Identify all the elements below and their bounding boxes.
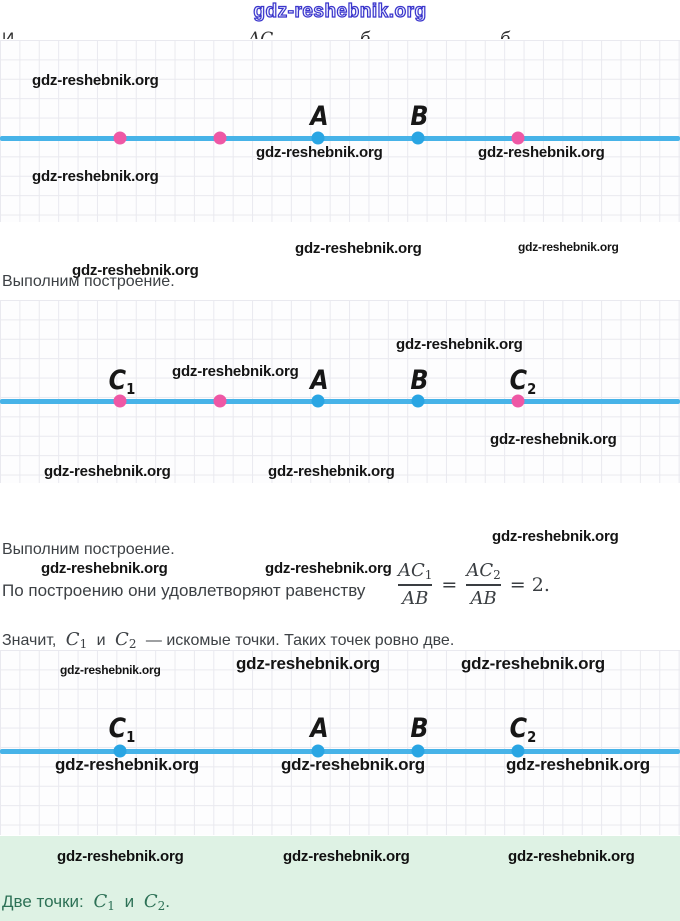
figure-1-grid: gdz-reshebnik.org gdz-reshebnik.org gdz-… bbox=[0, 40, 680, 222]
number-line bbox=[0, 749, 680, 754]
point-label-b: B bbox=[410, 101, 428, 132]
point-dot-a bbox=[311, 131, 325, 145]
number-line bbox=[0, 399, 680, 404]
cut-fragment: И bbox=[2, 29, 15, 39]
site-watermark-blue: gdz-reshebnik.org bbox=[253, 0, 427, 22]
watermark: gdz-reshebnik.org bbox=[508, 848, 635, 865]
point-dot-pink bbox=[213, 131, 227, 145]
watermark: gdz-reshebnik.org bbox=[57, 848, 184, 865]
watermark: gdz-reshebnik.org bbox=[41, 560, 168, 577]
cut-fragment: б bbox=[360, 29, 371, 39]
point-dot-b bbox=[411, 744, 425, 758]
point-label-c2: C2 bbox=[509, 365, 537, 398]
watermark: gdz-reshebnik.org bbox=[283, 848, 410, 865]
point-dot-a bbox=[311, 394, 325, 408]
watermark: gdz-reshebnik.org bbox=[265, 560, 392, 577]
point-label-c1: C1 bbox=[108, 365, 136, 398]
watermark: gdz-reshebnik.org bbox=[55, 755, 199, 774]
point-label-a: A bbox=[310, 713, 328, 744]
watermark: gdz-reshebnik.org bbox=[236, 654, 380, 673]
cut-fragment: AC bbox=[248, 29, 274, 39]
watermark: gdz-reshebnik.org bbox=[518, 240, 619, 254]
figure-3-grid: gdz-reshebnik.org gdz-reshebnik.org gdz-… bbox=[0, 650, 680, 835]
point-dot-pink bbox=[213, 394, 227, 408]
construction-text-2: Выполним построение. bbox=[2, 541, 175, 558]
point-dot-pink bbox=[511, 131, 525, 145]
watermark: gdz-reshebnik.org bbox=[396, 336, 523, 353]
watermark: gdz-reshebnik.org bbox=[32, 168, 159, 185]
watermark: gdz-reshebnik.org bbox=[172, 363, 299, 380]
point-label-b: B bbox=[410, 713, 428, 744]
point-dot-b bbox=[411, 394, 425, 408]
point-dot-c1 bbox=[113, 394, 127, 408]
watermark: gdz-reshebnik.org bbox=[281, 755, 425, 774]
point-dot-c2 bbox=[511, 394, 525, 408]
fraction-ac1-ab: AC1 AB bbox=[398, 560, 433, 610]
point-dot-c1 bbox=[113, 744, 127, 758]
cut-off-text-line: И AC б б bbox=[0, 27, 680, 39]
figure-2-grid: gdz-reshebnik.org gdz-reshebnik.org gdz-… bbox=[0, 300, 680, 483]
fraction-ac2-ab: AC2 AB bbox=[466, 560, 501, 610]
by-construction-text: По построению они удовлетворяют равенств… bbox=[2, 581, 366, 600]
watermark: gdz-reshebnik.org bbox=[490, 431, 617, 448]
watermark: gdz-reshebnik.org bbox=[478, 144, 605, 161]
watermark: gdz-reshebnik.org bbox=[72, 262, 199, 279]
point-label-a: A bbox=[310, 101, 328, 132]
equals-result: = 2. bbox=[509, 573, 550, 596]
cut-fragment: б bbox=[500, 29, 511, 39]
watermark: gdz-reshebnik.org bbox=[32, 72, 159, 89]
watermark: gdz-reshebnik.org bbox=[506, 755, 650, 774]
point-dot-c2 bbox=[511, 744, 525, 758]
equation: AC1 AB = AC2 AB = 2. bbox=[398, 560, 550, 610]
watermark: gdz-reshebnik.org bbox=[60, 663, 161, 677]
point-dot-a bbox=[311, 744, 325, 758]
construction-text-1: Выполним построение. bbox=[2, 273, 175, 290]
watermark: gdz-reshebnik.org bbox=[295, 240, 422, 257]
answer-band: gdz-reshebnik.org gdz-reshebnik.org gdz-… bbox=[0, 836, 680, 921]
conclusion-text: Значит, C1 и C2 — искомые точки. Таких т… bbox=[2, 629, 455, 651]
watermark: gdz-reshebnik.org bbox=[461, 654, 605, 673]
point-label-a: A bbox=[310, 365, 328, 396]
answer-text: Две точки: C1 и C2. bbox=[2, 891, 171, 913]
point-dot-pink bbox=[113, 131, 127, 145]
point-label-c1: C1 bbox=[108, 713, 136, 746]
equals-sign: = bbox=[441, 573, 458, 596]
watermark: gdz-reshebnik.org bbox=[256, 144, 383, 161]
watermark: gdz-reshebnik.org bbox=[268, 463, 395, 480]
point-label-b: B bbox=[410, 365, 428, 396]
point-dot-b bbox=[411, 131, 425, 145]
point-label-c2: C2 bbox=[509, 713, 537, 746]
watermark: gdz-reshebnik.org bbox=[44, 463, 171, 480]
watermark: gdz-reshebnik.org bbox=[492, 528, 619, 545]
number-line bbox=[0, 136, 680, 141]
